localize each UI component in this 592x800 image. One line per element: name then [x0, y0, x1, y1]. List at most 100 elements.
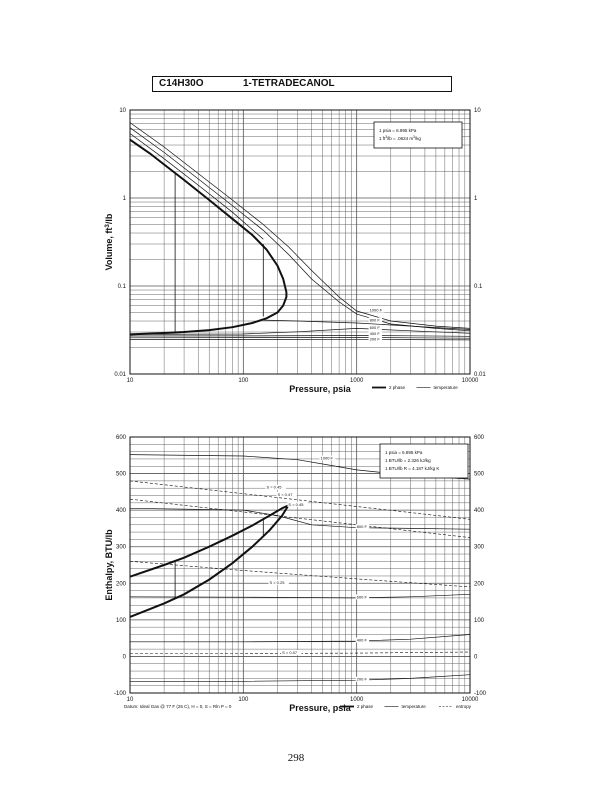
- curve-label: 1000 F: [370, 307, 383, 312]
- y-tick-label: 0.01: [114, 372, 126, 378]
- legend-label: 2 phase: [389, 385, 406, 390]
- unit-conversion-text: 1 psia = 6.895 kPa: [379, 128, 417, 133]
- plot-frame: [129, 436, 471, 694]
- curve-label: 800 F: [357, 524, 368, 529]
- legend-label: entropy: [456, 704, 472, 709]
- temperature-line: [129, 122, 471, 329]
- temperature-line: [129, 127, 471, 332]
- datum-footnote: Datum: Ideal Gas @ 77 F (25 C), H = 0, S…: [124, 704, 232, 709]
- curve-label: S = 0.07: [282, 650, 298, 655]
- y-tick-label-right: 400: [474, 508, 485, 514]
- y-tick-label-right: 10: [474, 108, 481, 114]
- page-number: 298: [287, 752, 305, 764]
- x-tick-label: 10000: [462, 697, 479, 703]
- entropy-line: [129, 561, 471, 588]
- curve-label-bg: [368, 336, 383, 342]
- curve-label: 200 F: [357, 677, 368, 682]
- x-tick-label: 100: [238, 697, 249, 703]
- curve-label-bg: [355, 676, 370, 682]
- y-tick-label-right: 0.1: [474, 284, 483, 290]
- y-tick-label: 1: [123, 196, 127, 202]
- curve-label: 600 F: [357, 594, 368, 599]
- unit-conversion-box: [373, 121, 463, 149]
- y-gridlines: [130, 113, 470, 375]
- curve-label: 1000 F: [321, 455, 334, 460]
- curve-label-bg: [268, 579, 289, 585]
- x-tick-label: 10: [127, 378, 134, 384]
- unit-conversion-box: [379, 443, 469, 479]
- temperature-line: [130, 674, 471, 682]
- y-tick-label: -100: [114, 691, 127, 697]
- curve-label: S = 0.45: [266, 485, 282, 490]
- temperature-line: [129, 337, 471, 339]
- legend-label: temperature: [402, 704, 427, 709]
- two-phase-curve: [129, 504, 290, 618]
- compound-header: C14H30O 1-TETRADECANOL: [152, 76, 452, 92]
- curve-label: S = 0.47: [277, 492, 293, 497]
- two-phase-curve: [129, 504, 289, 578]
- x-gridlines: [129, 110, 466, 374]
- y-tick-label: 0.1: [118, 284, 127, 290]
- curve-label-bg: [287, 501, 308, 507]
- y-tick-label-right: 500: [474, 472, 485, 478]
- curve-label-bg: [265, 484, 286, 490]
- curve-label-bg: [355, 594, 370, 600]
- y-tick-label: 300: [116, 545, 127, 551]
- unit-conversion-text: 1 ft3/lb = .0624 m3/kg: [379, 135, 421, 141]
- x-tick-label: 1000: [350, 697, 364, 703]
- curve-label: 800 F: [370, 318, 381, 323]
- temperature-line: [129, 335, 471, 337]
- curve-label: 200 F: [370, 337, 381, 342]
- x-tick-label: 100: [238, 378, 249, 384]
- y-axis-label: Volume, ft3/lb: [104, 213, 115, 270]
- y-tick-label: 100: [116, 618, 127, 624]
- temperature-line: [129, 507, 471, 530]
- unit-conversion-text: 1 BTU/lb = 2.326 kJ/kg: [385, 458, 431, 463]
- compound-formula: C14H30O: [159, 78, 204, 89]
- temperature-line: [263, 319, 471, 330]
- curve-label-bg: [281, 650, 302, 656]
- y-tick-label: 10: [119, 108, 126, 114]
- curve-label-bg: [319, 455, 336, 461]
- y-tick-label-right: 600: [474, 435, 485, 441]
- y-tick-label-right: 0: [474, 654, 478, 660]
- curve-label: 600 F: [370, 325, 381, 330]
- x-tick-label: 10: [127, 697, 134, 703]
- x-tick-label: 1000: [350, 378, 364, 384]
- compound-name: 1-TETRADECANOL: [243, 78, 335, 89]
- temperature-line: [129, 328, 471, 335]
- curve-label-bg: [368, 324, 383, 330]
- temperature-line: [130, 338, 471, 341]
- y-tick-label-right: 200: [474, 581, 485, 587]
- y-tick-label: 400: [116, 508, 127, 514]
- x-gridlines: [129, 437, 466, 693]
- curve-label-bg: [355, 637, 370, 643]
- y-tick-label-right: 0.01: [474, 372, 486, 378]
- y-axis-label: Enthalpy, BTU/lb: [104, 529, 114, 601]
- y-tick-label: 500: [116, 472, 127, 478]
- x-axis-label: Pressure, psia: [289, 384, 352, 394]
- y-tick-label-right: 1: [474, 196, 478, 202]
- curve-label-bg: [355, 524, 370, 530]
- curve-label-bg: [368, 307, 385, 313]
- temperature-line: [129, 133, 264, 240]
- unit-conversion-text: 1 psia = 6.895 kPa: [385, 450, 423, 455]
- entropy-line: [129, 498, 471, 538]
- x-axis-label: Pressure, psia: [289, 703, 352, 713]
- curve-label: S = 0.45: [288, 502, 304, 507]
- y-tick-label: 600: [116, 435, 127, 441]
- temperature-line: [130, 634, 471, 643]
- entropy-line: [129, 480, 471, 520]
- y-tick-label-right: -100: [474, 691, 487, 697]
- unit-conversion-text: 1 BTU/lb R = 4.187 kJ/kg K: [385, 466, 439, 471]
- y-tick-label-right: 300: [474, 545, 485, 551]
- y-tick-label: 200: [116, 581, 127, 587]
- legend-label: 2 phase: [357, 704, 374, 709]
- y-tick-label: 0: [123, 654, 127, 660]
- y-tick-label-right: 100: [474, 618, 485, 624]
- curve-label-bg: [276, 492, 297, 498]
- x-tick-label: 10000: [462, 378, 479, 384]
- plot-frame: [129, 109, 471, 375]
